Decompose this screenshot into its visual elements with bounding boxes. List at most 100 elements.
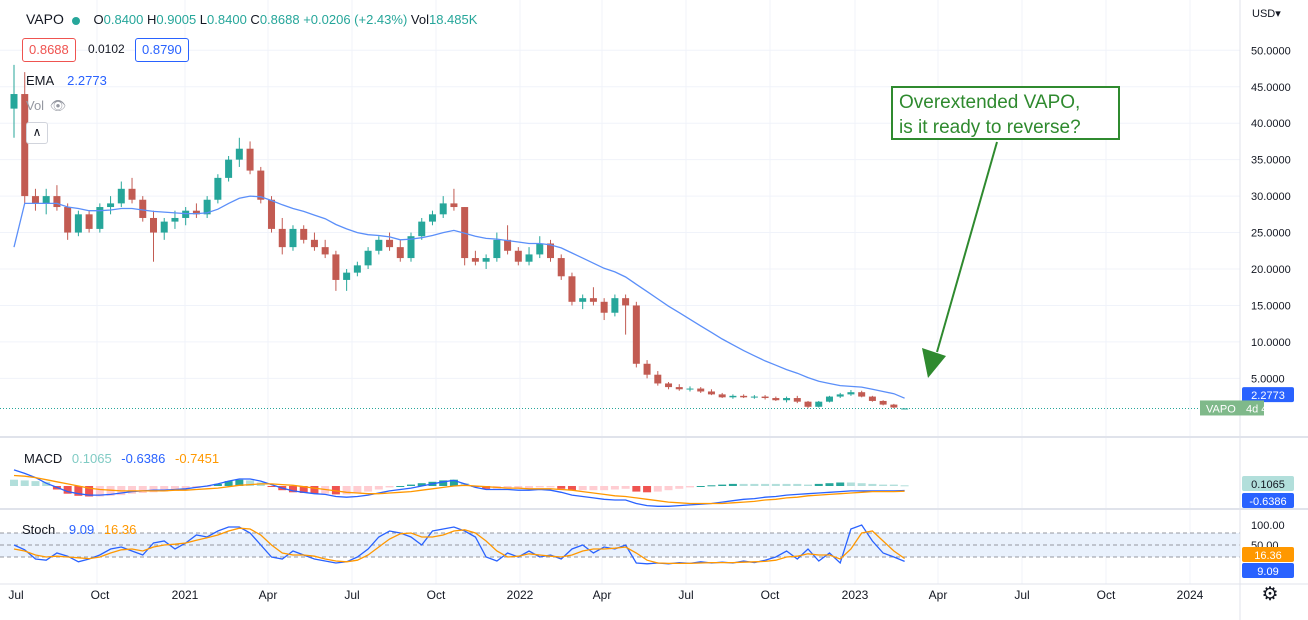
candle-body [278, 228, 286, 248]
candle-body [729, 395, 737, 398]
eye-crossed-icon[interactable]: 👁︎ [49, 98, 67, 113]
candle-body [772, 398, 780, 401]
candle-body [192, 210, 200, 215]
low-label: L [199, 12, 208, 27]
macd-histogram-bar [889, 484, 898, 486]
ema-price-tag-bg [1242, 387, 1294, 403]
macd-hist-tag: 0.1065 [1251, 479, 1285, 491]
macd-histogram-bar [95, 486, 104, 497]
candle-body [107, 203, 115, 208]
candle-body [471, 258, 479, 262]
symbol-title[interactable]: VAPO [26, 11, 64, 27]
candle-body [482, 258, 490, 262]
callout-line-1: Overextended VAPO, [899, 92, 1081, 113]
volume-legend: Vol 👁︎ [26, 98, 66, 114]
close-value: 0.8688 [259, 12, 300, 27]
candle-body [675, 387, 683, 390]
time-axis[interactable]: Jul Oct 2021 Apr Jul Oct 2022 Apr Jul Oct 2023 Apr J… [8, 588, 1203, 602]
macd-hist-value: 0.1065 [71, 451, 112, 466]
price-scale-label: 10.0000 [1251, 337, 1291, 349]
macd-histogram-bar [804, 484, 813, 486]
macd-histogram-bar [74, 486, 83, 496]
macd-histogram-bar [106, 486, 115, 496]
candle-body [557, 258, 565, 277]
macd-histogram-bar [600, 486, 609, 491]
macd-histogram-bar [846, 482, 855, 486]
candle-body [568, 276, 576, 302]
macd-signal-line [13, 474, 905, 505]
macd-histogram-bar [503, 486, 512, 489]
candle-body [890, 404, 898, 408]
candle-body [246, 148, 254, 171]
candle-body [96, 207, 104, 229]
candle-body [461, 207, 469, 259]
macd-histogram-bar [621, 486, 630, 489]
macd-histogram-bar [664, 486, 673, 491]
ema-label[interactable]: EMA [26, 73, 54, 88]
candle-body [665, 383, 673, 388]
macd-histogram-bar [728, 483, 737, 486]
macd-histogram-bar [149, 486, 158, 493]
annotation-arrow-shaft [936, 141, 998, 353]
candle-body [879, 400, 887, 405]
candle-body [697, 388, 705, 392]
macd-histogram-bar [643, 486, 652, 493]
candle-body [257, 170, 265, 200]
stoch-k-value: 9.09 [68, 522, 95, 537]
candle-body [858, 392, 866, 397]
ema-legend-value: 2.2773 [67, 73, 107, 88]
macd-histogram-bar [514, 486, 523, 489]
macd-histogram-bar [63, 486, 72, 494]
macd-histogram-bar [267, 486, 276, 487]
candle-body [321, 247, 329, 255]
chevron-up-icon[interactable]: ∧ [26, 122, 48, 144]
macd-histogram-bar [793, 483, 802, 486]
candle-body [868, 396, 876, 401]
macd-histogram-bar [213, 483, 222, 486]
price-scale[interactable]: 50.0000 45.0000 40.0000 35.0000 30.0000 25.00… [1251, 45, 1291, 385]
time-axis-label: Oct [91, 588, 110, 602]
stoch-scale-label: 100.00 [1251, 520, 1285, 532]
candle-body [21, 94, 29, 197]
high-value: 0.9005 [156, 12, 197, 27]
macd-histogram-bar [449, 479, 458, 486]
currency-selector[interactable]: USD▾ [1252, 7, 1281, 20]
macd-label[interactable]: MACD [24, 451, 63, 466]
macd-histogram-bar [750, 483, 759, 486]
ema-price-tag: 2.2773 [1251, 390, 1285, 402]
macd-histogram-bar [825, 483, 834, 486]
macd-histogram-bar [739, 483, 748, 486]
candle-body [42, 196, 50, 204]
candlestick-series [10, 64, 909, 410]
annotation-arrow[interactable] [922, 141, 998, 378]
macd-histogram-bar [675, 486, 684, 489]
macd-value-tag: -0.6386 [1249, 496, 1286, 508]
macd-histogram-bar [396, 486, 405, 487]
time-axis-label: 2022 [507, 588, 534, 602]
candle-body [375, 239, 383, 251]
macd-histogram-bar [138, 486, 147, 493]
change-value: +0.0206 (+2.43%) [303, 12, 408, 27]
volume-value: 18.485K [428, 12, 478, 27]
volume-legend-label[interactable]: Vol [26, 98, 45, 113]
gear-icon[interactable]: ⚙ [1261, 584, 1279, 605]
time-axis-label: Oct [427, 588, 446, 602]
candle-body [643, 363, 651, 375]
candle-body [10, 94, 18, 109]
candle-body [825, 396, 833, 402]
macd-histogram-bar [535, 486, 544, 488]
sell-price-button[interactable]: 0.8688 [22, 38, 76, 62]
macd-histogram-bar [331, 486, 340, 495]
candle-body [654, 374, 662, 384]
candle-body [450, 203, 458, 208]
price-scale-label: 20.0000 [1251, 264, 1291, 276]
candle-body [632, 305, 640, 364]
price-scale-label: 5.0000 [1251, 373, 1285, 385]
buy-price-button[interactable]: 0.8790 [135, 38, 189, 62]
stoch-label[interactable]: Stoch [22, 522, 56, 537]
annotation-callout[interactable]: Overextended VAPO, is it ready to revers… [891, 86, 1120, 140]
candle-body [396, 247, 404, 259]
macd-histogram-bar [170, 486, 179, 491]
currency-label: USD [1252, 8, 1276, 20]
